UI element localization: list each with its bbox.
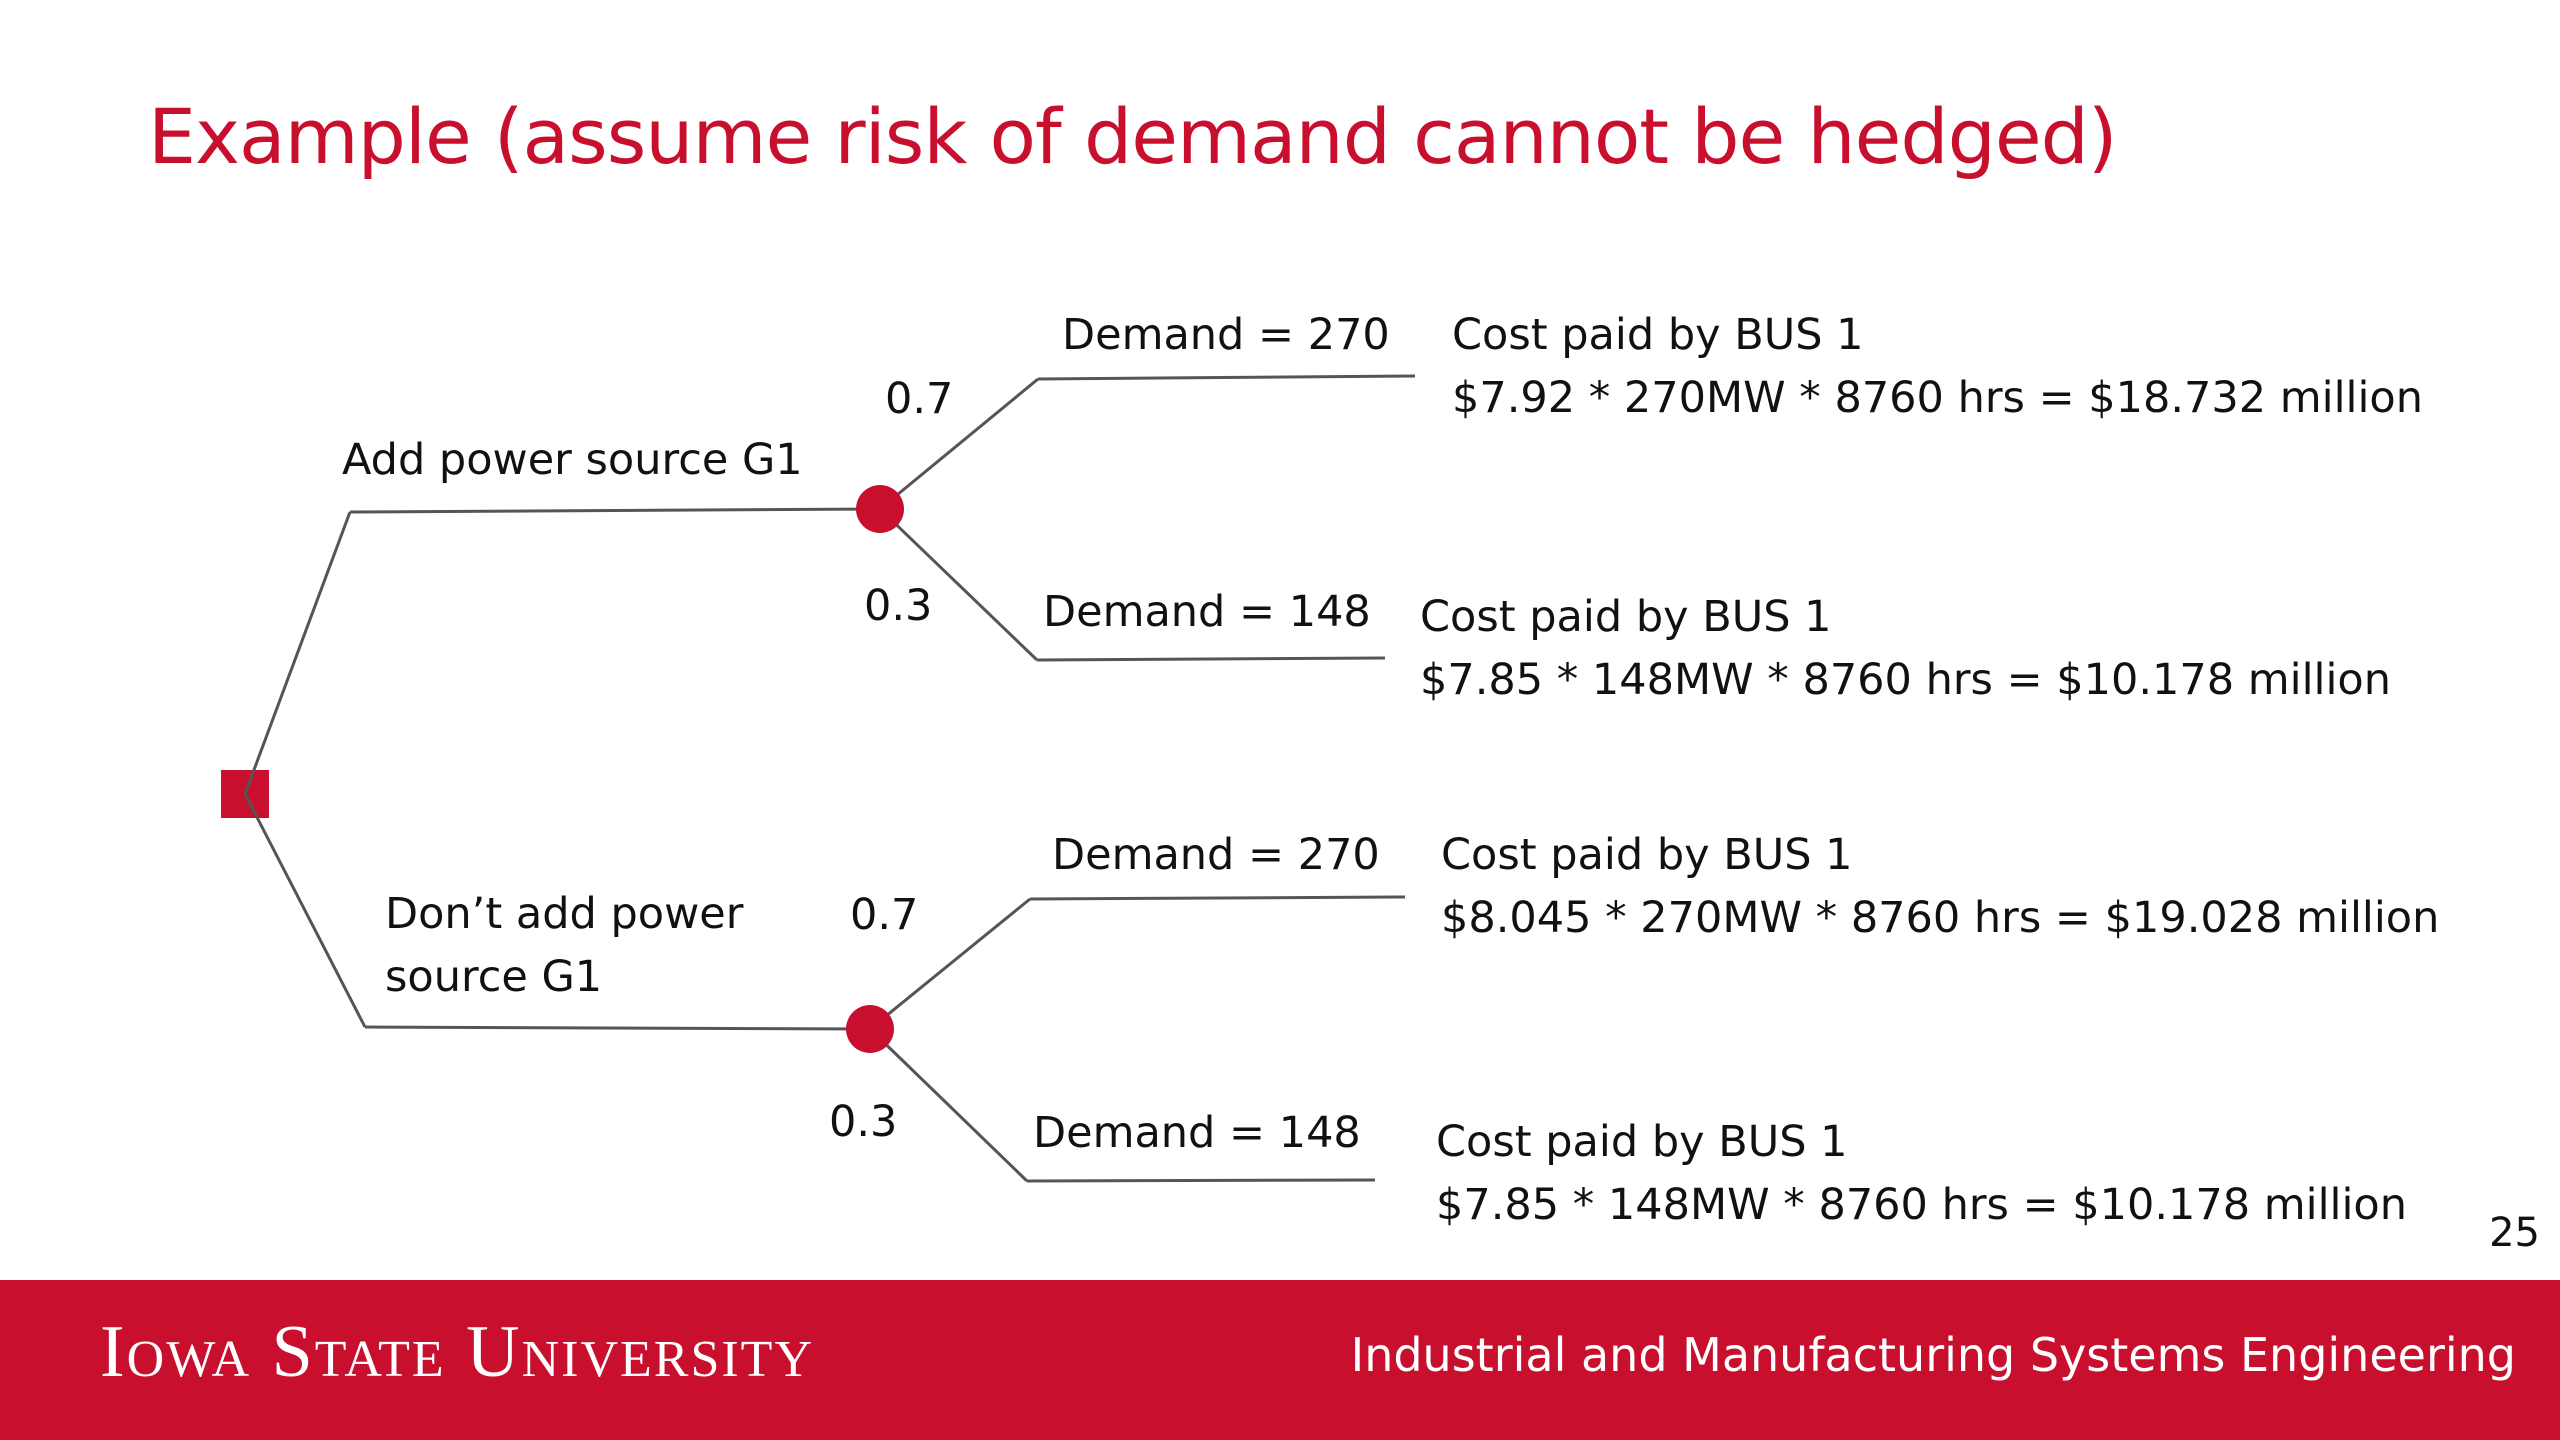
outcome-line-1a-h xyxy=(1037,374,1416,381)
probability-label: 0.3 xyxy=(829,1097,898,1147)
outcome-line-1a xyxy=(879,377,1039,511)
cost-formula: $7.92 * 270MW * 8760 hrs = $18.732 milli… xyxy=(1452,373,2423,423)
footer-bar: Iowa State University Industrial and Man… xyxy=(0,1280,2560,1440)
outcome-line-2b-h xyxy=(1026,1178,1376,1183)
decision-tree xyxy=(221,374,1416,1183)
branch-line-dont xyxy=(243,793,367,1028)
department-name: Industrial and Manufacturing Systems Eng… xyxy=(1350,1328,2516,1382)
branch-line-dont-h xyxy=(364,1025,871,1031)
branch-label-add: Add power source G1 xyxy=(342,435,803,485)
cost-title: Cost paid by BUS 1 xyxy=(1436,1117,1848,1167)
branch-label-dont-line1: Don’t add power xyxy=(385,889,744,939)
branch-label-dont-line2: source G1 xyxy=(385,952,603,1002)
demand-label: Demand = 270 xyxy=(1052,830,1380,880)
university-wordmark: Iowa State University xyxy=(100,1311,814,1393)
probability-label: 0.3 xyxy=(864,581,933,631)
cost-title: Cost paid by BUS 1 xyxy=(1420,592,1832,642)
outcome-line-1b xyxy=(878,507,1039,662)
cost-title: Cost paid by BUS 1 xyxy=(1452,310,1864,360)
outcome-line-2a-h xyxy=(1029,895,1406,901)
page-number: 25 xyxy=(2489,1210,2540,1256)
branch-line-add-h xyxy=(349,507,881,514)
probability-label: 0.7 xyxy=(885,374,954,424)
slide-title: Example (assume risk of demand cannot be… xyxy=(148,92,2117,181)
demand-label: Demand = 270 xyxy=(1062,310,1390,360)
cost-formula: $8.045 * 270MW * 8760 hrs = $19.028 mill… xyxy=(1441,893,2440,943)
outcome-line-1b-h xyxy=(1036,656,1386,662)
chance-node-1 xyxy=(856,485,904,533)
branch-line-add xyxy=(243,511,352,795)
outcome-line-2a xyxy=(869,897,1031,1031)
outcome-line-2b xyxy=(868,1027,1029,1183)
cost-formula: $7.85 * 148MW * 8760 hrs = $10.178 milli… xyxy=(1436,1180,2407,1230)
demand-label: Demand = 148 xyxy=(1043,587,1371,637)
probability-label: 0.7 xyxy=(850,890,919,940)
cost-formula: $7.85 * 148MW * 8760 hrs = $10.178 milli… xyxy=(1420,655,2391,705)
demand-label: Demand = 148 xyxy=(1033,1108,1361,1158)
chance-node-2 xyxy=(846,1005,894,1053)
cost-title: Cost paid by BUS 1 xyxy=(1441,830,1853,880)
